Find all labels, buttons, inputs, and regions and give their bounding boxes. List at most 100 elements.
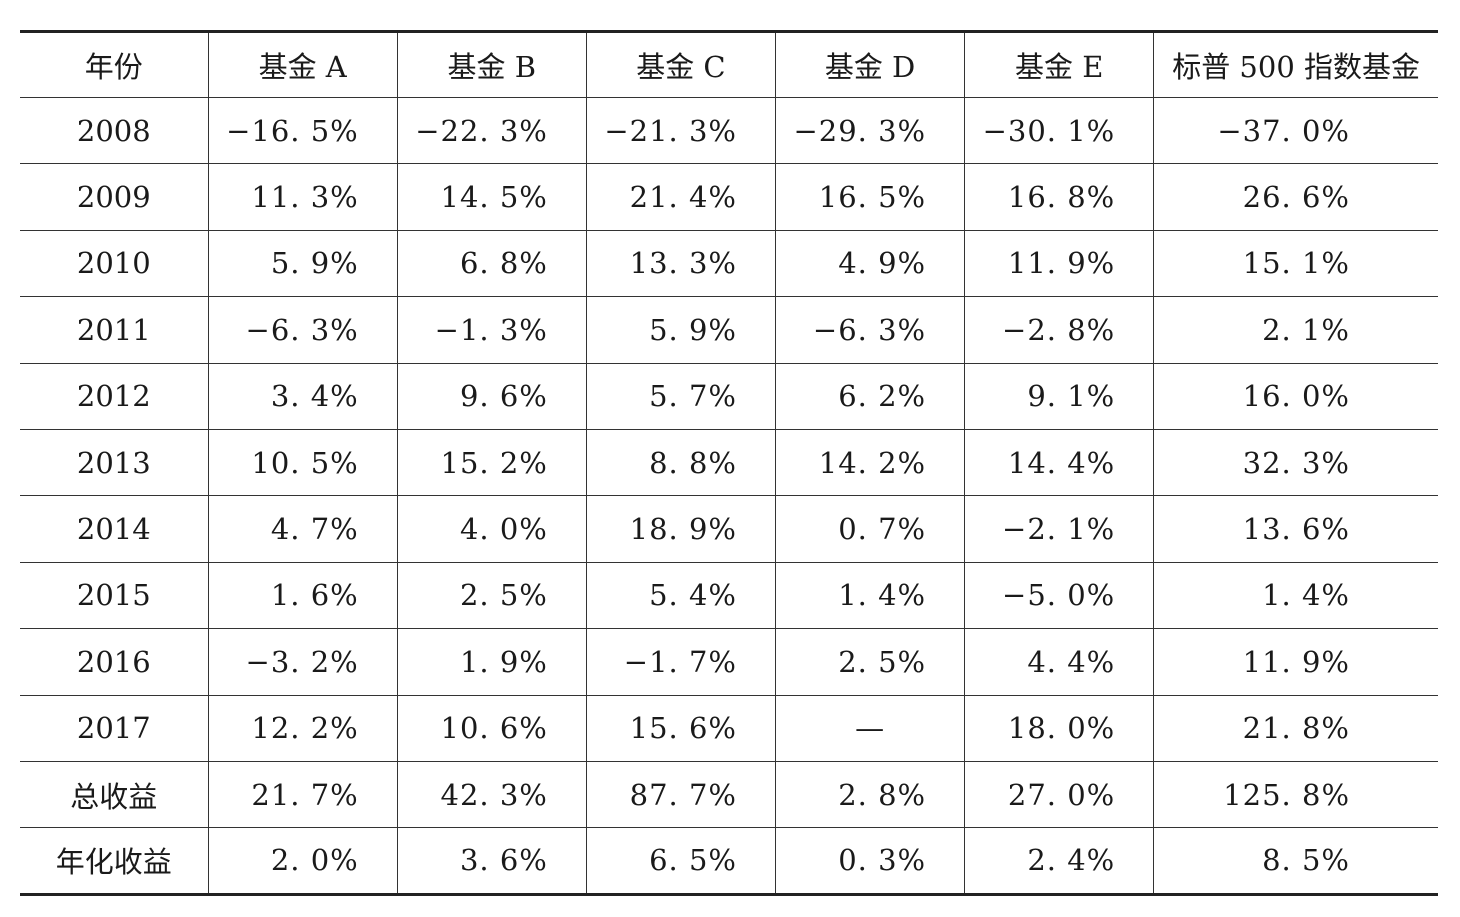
cell-sp500-fund: 15. 1%	[1153, 230, 1438, 298]
cell-fund-a: −16. 5%	[207, 97, 398, 165]
cell-fund-e: −2. 8%	[964, 296, 1154, 364]
table-row: 2009 11. 3% 14. 5% 21. 4% 16. 5% 16. 8% 26. 6%	[20, 163, 1438, 231]
cell-fund-a: 5. 9%	[207, 230, 398, 298]
header-fund-e: 基金 E	[964, 31, 1154, 98]
cell-fund-d: 16. 5%	[774, 163, 965, 231]
cell-fund-c: 6. 5%	[585, 827, 776, 896]
cell-year: 2012	[20, 363, 209, 430]
cell-fund-b: 6. 8%	[396, 230, 587, 298]
cell-year: 2017	[20, 695, 209, 762]
cell-fund-d: 0. 7%	[774, 495, 965, 563]
cell-sp500-fund: 8. 5%	[1153, 827, 1438, 896]
cell-fund-a: 4. 7%	[207, 495, 398, 563]
cell-fund-a: 2. 0%	[207, 827, 398, 896]
cell-fund-c: 5. 7%	[585, 363, 776, 430]
cell-fund-c: 15. 6%	[585, 695, 776, 762]
cell-sp500-fund: 26. 6%	[1153, 163, 1438, 231]
cell-fund-a: 21. 7%	[207, 761, 398, 829]
cell-fund-d: 2. 5%	[774, 628, 965, 696]
cell-fund-a: −6. 3%	[207, 296, 398, 364]
cell-sp500-fund: 125. 8%	[1153, 761, 1438, 829]
cell-year: 2011	[20, 296, 209, 364]
cell-fund-e: 11. 9%	[964, 230, 1154, 298]
table-row: 2014 4. 7% 4. 0% 18. 9% 0. 7% −2. 1% 13. 6%	[20, 495, 1438, 563]
fund-returns-table: 年份 基金 A 基金 B 基金 C 基金 D 基金 E 标普 500 指数基金 …	[20, 30, 1438, 896]
cell-sp500-fund: 11. 9%	[1153, 628, 1438, 696]
cell-fund-b: 10. 6%	[396, 695, 587, 762]
cell-fund-b: −1. 3%	[396, 296, 587, 364]
cell-fund-d: 1. 4%	[774, 562, 965, 630]
table-row: 2008 −16. 5% −22. 3% −21. 3% −29. 3% −30. 1% −…	[20, 97, 1438, 165]
cell-sp500-fund: 21. 8%	[1153, 695, 1438, 762]
header-year: 年份	[20, 31, 209, 98]
cell-fund-e: 27. 0%	[964, 761, 1154, 829]
cell-year: 2013	[20, 429, 209, 497]
cell-fund-c: −21. 3%	[585, 97, 776, 165]
cell-year: 2008	[20, 97, 209, 165]
cell-fund-e: −5. 0%	[964, 562, 1154, 630]
cell-fund-d: 6. 2%	[774, 363, 965, 430]
cell-fund-e: 18. 0%	[964, 695, 1154, 762]
header-fund-d: 基金 D	[774, 31, 965, 98]
cell-year: 年化收益	[20, 827, 209, 896]
cell-sp500-fund: −37. 0%	[1153, 97, 1438, 165]
cell-fund-b: −22. 3%	[396, 97, 587, 165]
header-fund-b: 基金 B	[396, 31, 587, 98]
cell-fund-c: 5. 9%	[585, 296, 776, 364]
table-row: 2011 −6. 3% −1. 3% 5. 9% −6. 3% −2. 8% 2. 1%	[20, 296, 1438, 364]
table-body: 2008 −16. 5% −22. 3% −21. 3% −29. 3% −30. 1% −…	[20, 97, 1438, 896]
cell-sp500-fund: 32. 3%	[1153, 429, 1438, 497]
cell-year: 2016	[20, 628, 209, 696]
table-row: 2015 1. 6% 2. 5% 5. 4% 1. 4% −5. 0% 1. 4%	[20, 562, 1438, 630]
cell-sp500-fund: 1. 4%	[1153, 562, 1438, 630]
table-row: 2016 −3. 2% 1. 9% −1. 7% 2. 5% 4. 4% 11. 9%	[20, 628, 1438, 696]
cell-fund-d: 2. 8%	[774, 761, 965, 829]
cell-year: 总收益	[20, 761, 209, 829]
cell-fund-b: 2. 5%	[396, 562, 587, 630]
cell-fund-e: 14. 4%	[964, 429, 1154, 497]
cell-fund-d: 0. 3%	[774, 827, 965, 896]
cell-fund-a: 10. 5%	[207, 429, 398, 497]
cell-year: 2014	[20, 495, 209, 563]
cell-fund-d: 14. 2%	[774, 429, 965, 497]
cell-fund-c: 21. 4%	[585, 163, 776, 231]
cell-fund-e: −30. 1%	[964, 97, 1154, 165]
cell-fund-d: −29. 3%	[774, 97, 965, 165]
cell-fund-a: 3. 4%	[207, 363, 398, 430]
cell-year: 2009	[20, 163, 209, 231]
cell-fund-e: −2. 1%	[964, 495, 1154, 563]
cell-fund-a: 11. 3%	[207, 163, 398, 231]
cell-fund-c: 13. 3%	[585, 230, 776, 298]
table-row: 2012 3. 4% 9. 6% 5. 7% 6. 2% 9. 1% 16. 0%	[20, 363, 1438, 430]
table-row: 2017 12. 2% 10. 6% 15. 6% —18. 0% 21. 8%	[20, 695, 1438, 762]
cell-fund-b: 15. 2%	[396, 429, 587, 497]
cell-fund-d: 4. 9%	[774, 230, 965, 298]
cell-fund-d: —	[774, 695, 965, 762]
table-header-row: 年份 基金 A 基金 B 基金 C 基金 D 基金 E 标普 500 指数基金	[20, 31, 1438, 98]
cell-fund-a: −3. 2%	[207, 628, 398, 696]
cell-fund-a: 1. 6%	[207, 562, 398, 630]
cell-sp500-fund: 13. 6%	[1153, 495, 1438, 563]
cell-fund-c: −1. 7%	[585, 628, 776, 696]
cell-fund-c: 18. 9%	[585, 495, 776, 563]
cell-fund-b: 1. 9%	[396, 628, 587, 696]
table-row: 总收益 21. 7% 42. 3% 87. 7% 2. 8% 27. 0% 125. 8%	[20, 761, 1438, 829]
table-row: 年化收益 2. 0% 3. 6% 6. 5% 0. 3% 2. 4% 8. 5%	[20, 827, 1438, 896]
cell-fund-c: 5. 4%	[585, 562, 776, 630]
cell-sp500-fund: 16. 0%	[1153, 363, 1438, 430]
cell-year: 2010	[20, 230, 209, 298]
cell-fund-b: 42. 3%	[396, 761, 587, 829]
cell-fund-c: 87. 7%	[585, 761, 776, 829]
cell-fund-c: 8. 8%	[585, 429, 776, 497]
header-fund-c: 基金 C	[585, 31, 776, 98]
header-fund-a: 基金 A	[207, 31, 398, 98]
cell-sp500-fund: 2. 1%	[1153, 296, 1438, 364]
table-row: 2010 5. 9% 6. 8% 13. 3% 4. 9% 11. 9% 15. 1%	[20, 230, 1438, 298]
cell-fund-e: 2. 4%	[964, 827, 1154, 896]
cell-fund-b: 4. 0%	[396, 495, 587, 563]
cell-fund-b: 3. 6%	[396, 827, 587, 896]
cell-fund-b: 9. 6%	[396, 363, 587, 430]
cell-fund-d: −6. 3%	[774, 296, 965, 364]
cell-fund-e: 16. 8%	[964, 163, 1154, 231]
cell-fund-a: 12. 2%	[207, 695, 398, 762]
